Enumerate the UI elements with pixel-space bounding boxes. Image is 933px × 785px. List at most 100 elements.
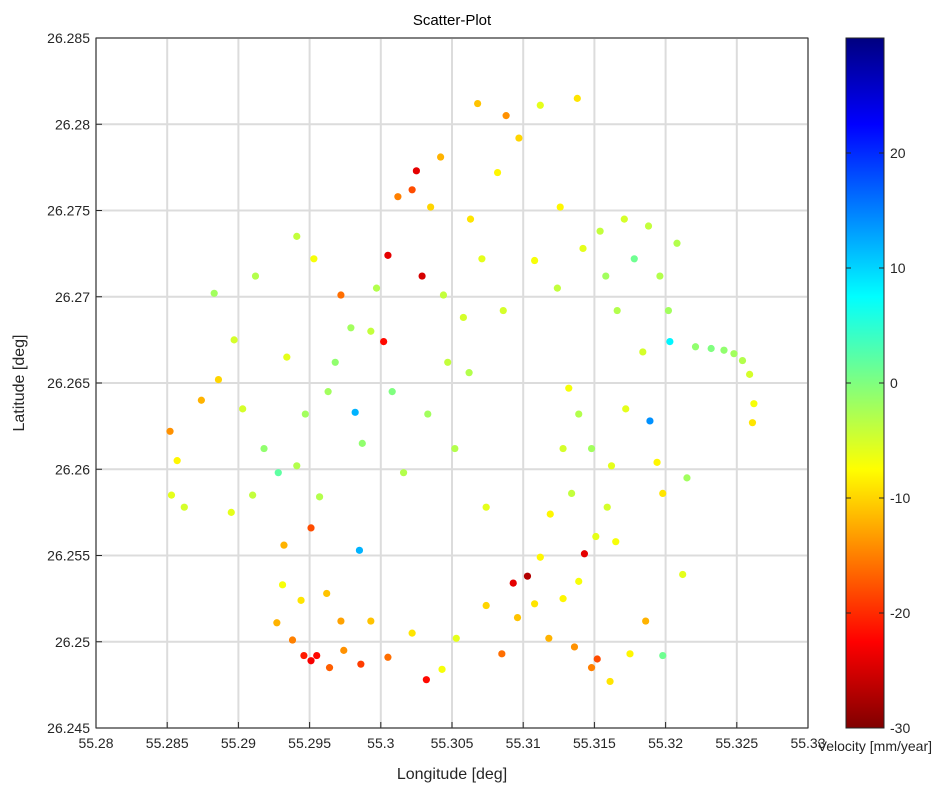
data-point: [310, 255, 318, 263]
data-point: [173, 457, 181, 465]
y-tick-label: 26.28: [55, 116, 90, 132]
data-point: [730, 350, 738, 358]
data-point: [630, 255, 638, 263]
data-point: [575, 577, 583, 585]
data-point: [509, 579, 517, 587]
data-point: [367, 617, 375, 625]
data-point: [260, 444, 268, 453]
data-point: [293, 232, 301, 240]
data-point: [579, 244, 587, 253]
data-point: [559, 444, 567, 453]
y-tick-label: 26.27: [55, 289, 90, 305]
data-point: [620, 215, 628, 223]
data-point: [451, 444, 459, 453]
data-point: [626, 650, 634, 658]
y-tick-label: 26.25: [55, 634, 90, 650]
data-point: [357, 660, 365, 668]
data-point: [300, 651, 308, 660]
x-tick-label: 55.3: [367, 735, 394, 751]
data-point: [720, 346, 728, 354]
data-point: [622, 405, 630, 413]
data-point: [331, 358, 339, 366]
colorbar-tick-label: -10: [890, 490, 910, 506]
data-point: [438, 665, 446, 673]
data-point: [738, 356, 747, 365]
data-point: [679, 570, 687, 579]
data-point: [307, 524, 315, 532]
x-tick-label: 55.31: [506, 735, 541, 751]
data-point: [656, 272, 664, 280]
data-point: [748, 419, 757, 427]
data-point: [642, 617, 650, 625]
data-point: [573, 94, 581, 102]
data-point: [587, 664, 596, 672]
data-point: [418, 272, 426, 280]
data-point: [603, 503, 611, 511]
data-point: [288, 636, 297, 644]
data-point: [513, 614, 522, 622]
data-point: [545, 634, 553, 642]
x-tick-label: 55.325: [715, 735, 758, 751]
data-point: [227, 508, 235, 516]
data-point: [556, 203, 564, 211]
data-point: [367, 327, 375, 335]
y-tick-label: 26.285: [47, 30, 90, 46]
data-point: [384, 653, 392, 661]
data-point: [210, 289, 218, 297]
data-point: [297, 596, 305, 604]
data-point: [408, 186, 416, 194]
data-point: [351, 408, 359, 416]
data-point: [478, 255, 486, 263]
data-point: [659, 489, 667, 497]
x-tick-label: 55.285: [146, 735, 189, 751]
colorbar-label: Velocity [mm/year]: [818, 738, 932, 754]
data-point: [746, 370, 754, 378]
colorbar-tick-label: -30: [890, 720, 910, 736]
y-tick-label: 26.26: [55, 461, 90, 477]
colorbar-tick-label: 10: [890, 260, 906, 276]
data-point: [180, 503, 188, 511]
y-tick-label: 26.255: [47, 548, 90, 564]
data-point: [602, 272, 610, 280]
data-point: [459, 313, 467, 322]
data-point: [592, 532, 600, 541]
data-point: [465, 369, 473, 377]
data-point: [249, 491, 257, 499]
y-axis-label: Latitude [deg]: [11, 335, 28, 432]
data-point: [546, 510, 554, 518]
data-point: [307, 657, 315, 665]
data-point: [325, 664, 334, 672]
data-point: [313, 651, 321, 660]
data-point: [482, 503, 490, 511]
data-point: [278, 581, 287, 589]
data-point: [337, 617, 345, 625]
data-point: [274, 469, 282, 477]
data-point: [536, 553, 544, 561]
data-point: [750, 400, 758, 408]
data-point: [293, 462, 301, 470]
x-axis-ticks: 55.28 55.285 55.29 55.295 55.3 55.305 55.31 55.…: [78, 722, 826, 751]
data-point: [439, 291, 448, 299]
data-point: [384, 251, 392, 259]
data-point: [559, 595, 567, 603]
data-point: [214, 375, 223, 384]
data-point: [273, 619, 281, 627]
x-tick-label: 55.305: [431, 735, 474, 751]
data-point: [493, 168, 502, 177]
data-point: [337, 291, 345, 299]
colorbar-ticks: 20 10 0 -10 -20 -30: [846, 145, 910, 736]
data-point: [530, 256, 539, 265]
data-point: [323, 589, 331, 598]
data-point: [324, 388, 332, 396]
data-point: [691, 343, 700, 351]
data-point: [707, 344, 715, 353]
data-point: [251, 272, 260, 280]
data-point: [424, 410, 432, 418]
x-tick-label: 55.295: [288, 735, 331, 751]
data-point: [523, 572, 532, 580]
data-point: [166, 427, 174, 435]
data-point: [239, 405, 247, 413]
data-point: [666, 338, 674, 346]
data-point: [412, 167, 420, 175]
data-point: [301, 410, 309, 418]
